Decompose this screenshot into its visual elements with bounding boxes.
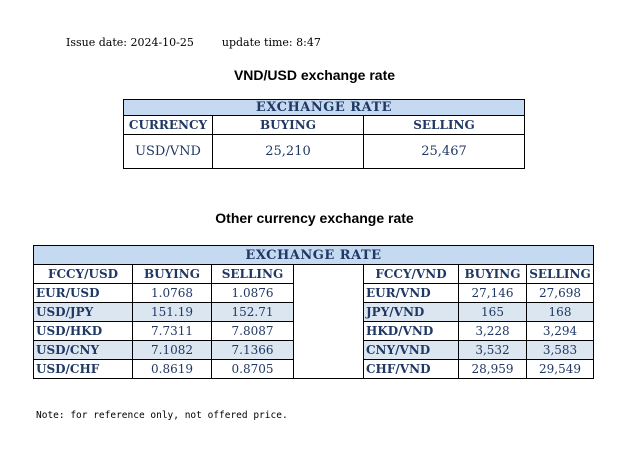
buying: 1.0768 — [132, 283, 212, 303]
table-row: USD/CNY 7.1082 7.1366 CNY/VND 3,532 3,583 — [33, 340, 594, 360]
selling: 7.8087 — [211, 321, 294, 341]
col-header: SELLING — [363, 115, 525, 135]
table-row: USD/HKD 7.7311 7.8087 HKD/VND 3,228 3,294 — [33, 321, 594, 341]
col-header: CURRENCY — [123, 115, 213, 135]
buying: 7.1082 — [132, 340, 212, 360]
buying: 165 — [458, 302, 527, 322]
selling: 25,467 — [363, 134, 525, 169]
other-title: Other currency exchange rate — [215, 210, 414, 226]
pair: USD/HKD — [33, 321, 133, 341]
pair: HKD/VND — [363, 321, 459, 341]
buying: 3,228 — [458, 321, 527, 341]
usd-vnd-title: VND/USD exchange rate — [233, 67, 396, 83]
col-header: BUYING — [132, 264, 212, 284]
buying: 28,959 — [458, 359, 527, 379]
col-header: FCCY/USD — [33, 264, 133, 284]
selling: 152.71 — [211, 302, 294, 322]
buying: 7.7311 — [132, 321, 212, 341]
selling: 3,583 — [526, 340, 594, 360]
selling: 0.8705 — [211, 359, 294, 379]
band-header: EXCHANGE RATE — [123, 99, 525, 116]
selling: 29,549 — [526, 359, 594, 379]
selling: 168 — [526, 302, 594, 322]
buying: 3,532 — [458, 340, 527, 360]
pair: CNY/VND — [363, 340, 459, 360]
other-table: EXCHANGE RATE FCCY/USD BUYING SELLING FCCY/… — [33, 245, 594, 379]
selling: 7.1366 — [211, 340, 294, 360]
selling: 3,294 — [526, 321, 594, 341]
spacer — [293, 264, 364, 379]
pair: USD/CNY — [33, 340, 133, 360]
issue-date: Issue date: 2024-10-25 — [66, 36, 194, 49]
pair: EUR/VND — [363, 283, 459, 303]
update-time: update time: 8:47 — [221, 36, 321, 49]
selling: 1.0876 — [211, 283, 294, 303]
usd-vnd-table: EXCHANGE RATE CURRENCY BUYING SELLING USD/… — [123, 99, 525, 169]
buying: 27,146 — [458, 283, 527, 303]
col-header: BUYING — [458, 264, 527, 284]
buying: 25,210 — [212, 134, 364, 169]
pair: USD/CHF — [33, 359, 133, 379]
pair: USD/VND — [123, 134, 213, 169]
issue-info: Issue date: 2024-10-25 update time: 8:47 — [66, 36, 349, 49]
pair: CHF/VND — [363, 359, 459, 379]
buying: 151.19 — [132, 302, 212, 322]
selling: 27,698 — [526, 283, 594, 303]
pair: EUR/USD — [33, 283, 133, 303]
col-header: SELLING — [211, 264, 294, 284]
col-header: BUYING — [212, 115, 364, 135]
band-header: EXCHANGE RATE — [33, 245, 594, 265]
col-header: FCCY/VND — [363, 264, 459, 284]
table-row: USD/CHF 0.8619 0.8705 CHF/VND 28,959 29,549 — [33, 359, 594, 379]
buying: 0.8619 — [132, 359, 212, 379]
pair: JPY/VND — [363, 302, 459, 322]
pair: USD/JPY — [33, 302, 133, 322]
table-row: EUR/USD 1.0768 1.0876 EUR/VND 27,146 27,698 — [33, 283, 594, 303]
col-header: SELLING — [526, 264, 594, 284]
disclaimer-note: Note: for reference only, not offered pr… — [36, 410, 288, 421]
